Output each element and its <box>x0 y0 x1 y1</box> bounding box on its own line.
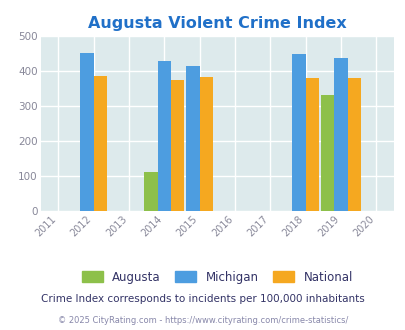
Bar <box>333 58 347 211</box>
Bar <box>80 53 94 211</box>
Bar <box>347 78 360 211</box>
Bar <box>157 61 171 211</box>
Bar <box>199 77 213 211</box>
Bar <box>185 66 199 211</box>
Text: © 2025 CityRating.com - https://www.cityrating.com/crime-statistics/: © 2025 CityRating.com - https://www.city… <box>58 316 347 325</box>
Bar <box>320 95 333 211</box>
Legend: Augusta, Michigan, National: Augusta, Michigan, National <box>77 266 357 288</box>
Title: Augusta Violent Crime Index: Augusta Violent Crime Index <box>87 16 346 31</box>
Text: Crime Index corresponds to incidents per 100,000 inhabitants: Crime Index corresponds to incidents per… <box>41 294 364 304</box>
Bar <box>291 54 305 211</box>
Bar <box>94 76 107 211</box>
Bar <box>144 172 157 211</box>
Bar <box>305 78 318 211</box>
Bar <box>171 80 184 211</box>
